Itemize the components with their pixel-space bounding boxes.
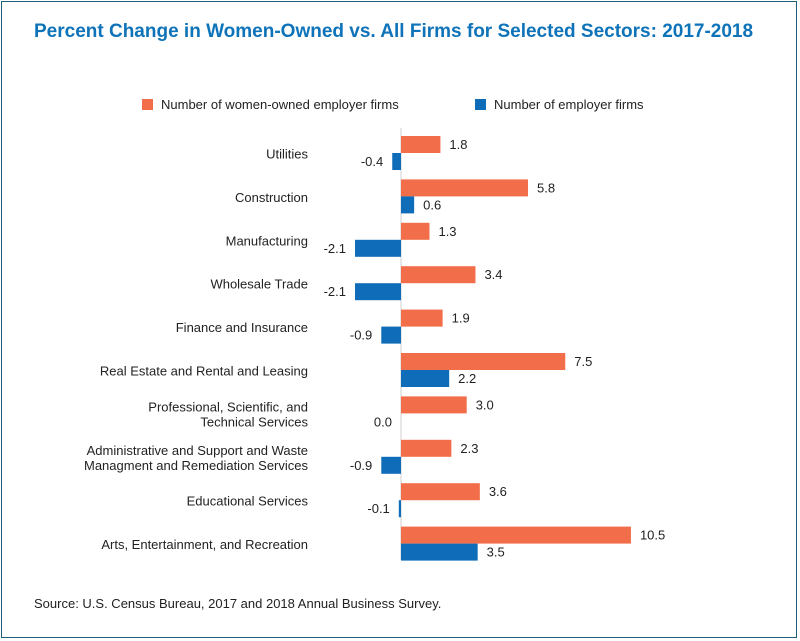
data-label: -0.1 bbox=[367, 501, 389, 516]
bar-employer-firms bbox=[355, 283, 401, 301]
bar-women-owned bbox=[401, 526, 631, 544]
data-label: 0.0 bbox=[374, 414, 392, 429]
legend-item-women-owned: Number of women-owned employer firms bbox=[142, 96, 399, 114]
bar-women-owned bbox=[401, 483, 480, 501]
bar-employer-firms bbox=[398, 500, 401, 518]
data-label: 7.5 bbox=[574, 354, 592, 369]
category-label: Educational Services bbox=[187, 494, 309, 509]
bar-women-owned bbox=[401, 309, 443, 327]
data-label: 3.4 bbox=[484, 267, 502, 282]
category-label: Utilities bbox=[266, 147, 308, 162]
legend: Number of women-owned employer firms Num… bbox=[0, 96, 796, 114]
bar-women-owned bbox=[401, 266, 476, 284]
category-label: Finance and Insurance bbox=[176, 320, 308, 335]
bar-employer-firms bbox=[401, 196, 415, 214]
category-label: Administrative and Support and Waste bbox=[87, 443, 308, 458]
category-label: Managment and Remediation Services bbox=[84, 458, 309, 473]
bar-employer-firms bbox=[401, 370, 450, 387]
category-label: Arts, Entertainment, and Recreation bbox=[101, 537, 308, 552]
bar-women-owned bbox=[401, 136, 441, 153]
category-label: Manufacturing bbox=[226, 233, 308, 248]
category-label: Wholesale Trade bbox=[210, 277, 308, 292]
category-label: Real Estate and Rental and Leasing bbox=[100, 364, 308, 379]
data-label: 2.3 bbox=[460, 441, 478, 456]
data-label: -0.9 bbox=[350, 458, 372, 473]
data-label: 10.5 bbox=[640, 528, 665, 543]
data-label: -0.9 bbox=[350, 328, 372, 343]
data-label: -2.1 bbox=[324, 241, 346, 256]
bar-employer-firms bbox=[392, 153, 401, 170]
bar-employer-firms bbox=[355, 239, 401, 257]
data-label: 1.9 bbox=[452, 311, 470, 326]
data-label: 1.8 bbox=[449, 137, 467, 152]
bar-employer-firms bbox=[401, 543, 478, 561]
bar-women-owned bbox=[401, 439, 452, 457]
legend-label-employer-firms: Number of employer firms bbox=[494, 97, 644, 112]
data-label: -2.1 bbox=[324, 284, 346, 299]
chart-title: Percent Change in Women-Owned vs. All Fi… bbox=[34, 21, 754, 42]
data-label: 0.6 bbox=[423, 197, 441, 212]
bar-women-owned bbox=[401, 179, 529, 197]
data-label: -0.4 bbox=[361, 154, 383, 169]
legend-item-employer-firms: Number of employer firms bbox=[475, 96, 644, 114]
data-label: 2.2 bbox=[458, 371, 476, 386]
data-label: 3.5 bbox=[487, 545, 505, 560]
source-note: Source: U.S. Census Bureau, 2017 and 201… bbox=[34, 596, 442, 611]
data-label: 3.6 bbox=[489, 484, 507, 499]
legend-swatch-women-owned bbox=[142, 99, 153, 110]
legend-swatch-employer-firms bbox=[475, 99, 486, 110]
legend-label-women-owned: Number of women-owned employer firms bbox=[161, 97, 399, 112]
bar-women-owned bbox=[401, 353, 566, 370]
bar-women-owned bbox=[401, 396, 467, 414]
data-label: 3.0 bbox=[476, 397, 494, 412]
category-label: Technical Services bbox=[200, 414, 308, 429]
bar-employer-firms bbox=[381, 326, 401, 344]
bar-employer-firms bbox=[381, 456, 401, 474]
data-label: 1.3 bbox=[438, 224, 456, 239]
category-label: Construction bbox=[235, 190, 308, 205]
category-label: Professional, Scientific, and bbox=[148, 399, 308, 414]
data-label: 5.8 bbox=[537, 180, 555, 195]
bar-women-owned bbox=[401, 222, 430, 240]
